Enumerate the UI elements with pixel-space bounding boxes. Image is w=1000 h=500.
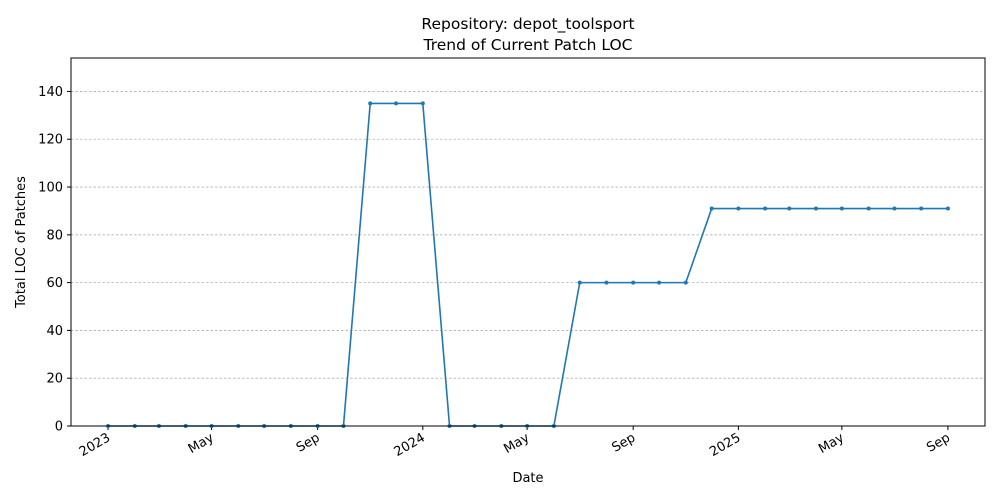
data-point — [787, 206, 792, 211]
y-tick-label: 0 — [55, 420, 63, 435]
x-axis: 2023 May Sep 2024 May Sep 2025 May Sep — [77, 426, 953, 460]
series-line — [108, 102, 948, 427]
x-tick-label: Sep — [609, 430, 638, 455]
y-tick-label: 60 — [46, 276, 63, 291]
data-point — [945, 206, 950, 211]
data-point — [577, 280, 582, 285]
y-tick-label: 100 — [38, 181, 63, 196]
data-point — [368, 101, 373, 106]
data-point — [709, 206, 714, 211]
data-point — [604, 280, 609, 285]
x-axis-label: Date — [512, 471, 543, 486]
y-tick-label: 80 — [46, 228, 63, 243]
x-tick-label: May — [186, 430, 217, 457]
y-axis-label: Total LOC of Patches — [14, 176, 29, 309]
y-tick-label: 120 — [38, 133, 63, 148]
chart-title: Repository: depot_toolsport — [421, 15, 634, 34]
data-point — [631, 280, 636, 285]
data-point — [919, 206, 924, 211]
x-tick-label: Sep — [924, 430, 953, 455]
x-tick-label: 2023 — [77, 430, 113, 460]
data-point — [839, 206, 844, 211]
x-tick-label: 2025 — [707, 430, 743, 460]
data-point — [813, 206, 818, 211]
plot-frame — [70, 57, 986, 427]
y-tick-label: 20 — [46, 372, 63, 387]
data-point — [892, 206, 897, 211]
data-point — [763, 206, 768, 211]
chart-subtitle: Trend of Current Patch LOC — [423, 36, 633, 54]
x-tick-label: May — [816, 430, 847, 457]
data-point — [657, 280, 662, 285]
series-layer — [106, 101, 950, 428]
x-tick-label: Sep — [294, 430, 323, 455]
gridlines — [71, 91, 985, 379]
y-tick-label: 40 — [46, 324, 63, 339]
x-tick-label: 2024 — [392, 430, 428, 460]
data-point — [736, 206, 741, 211]
data-point — [866, 206, 871, 211]
x-tick-label: May — [501, 430, 532, 457]
data-point — [420, 101, 425, 106]
y-tick-label: 140 — [38, 85, 63, 100]
y-axis: 0 20 40 60 80 100 120 140 — [38, 85, 71, 435]
data-point — [394, 101, 399, 106]
data-point — [683, 280, 688, 285]
